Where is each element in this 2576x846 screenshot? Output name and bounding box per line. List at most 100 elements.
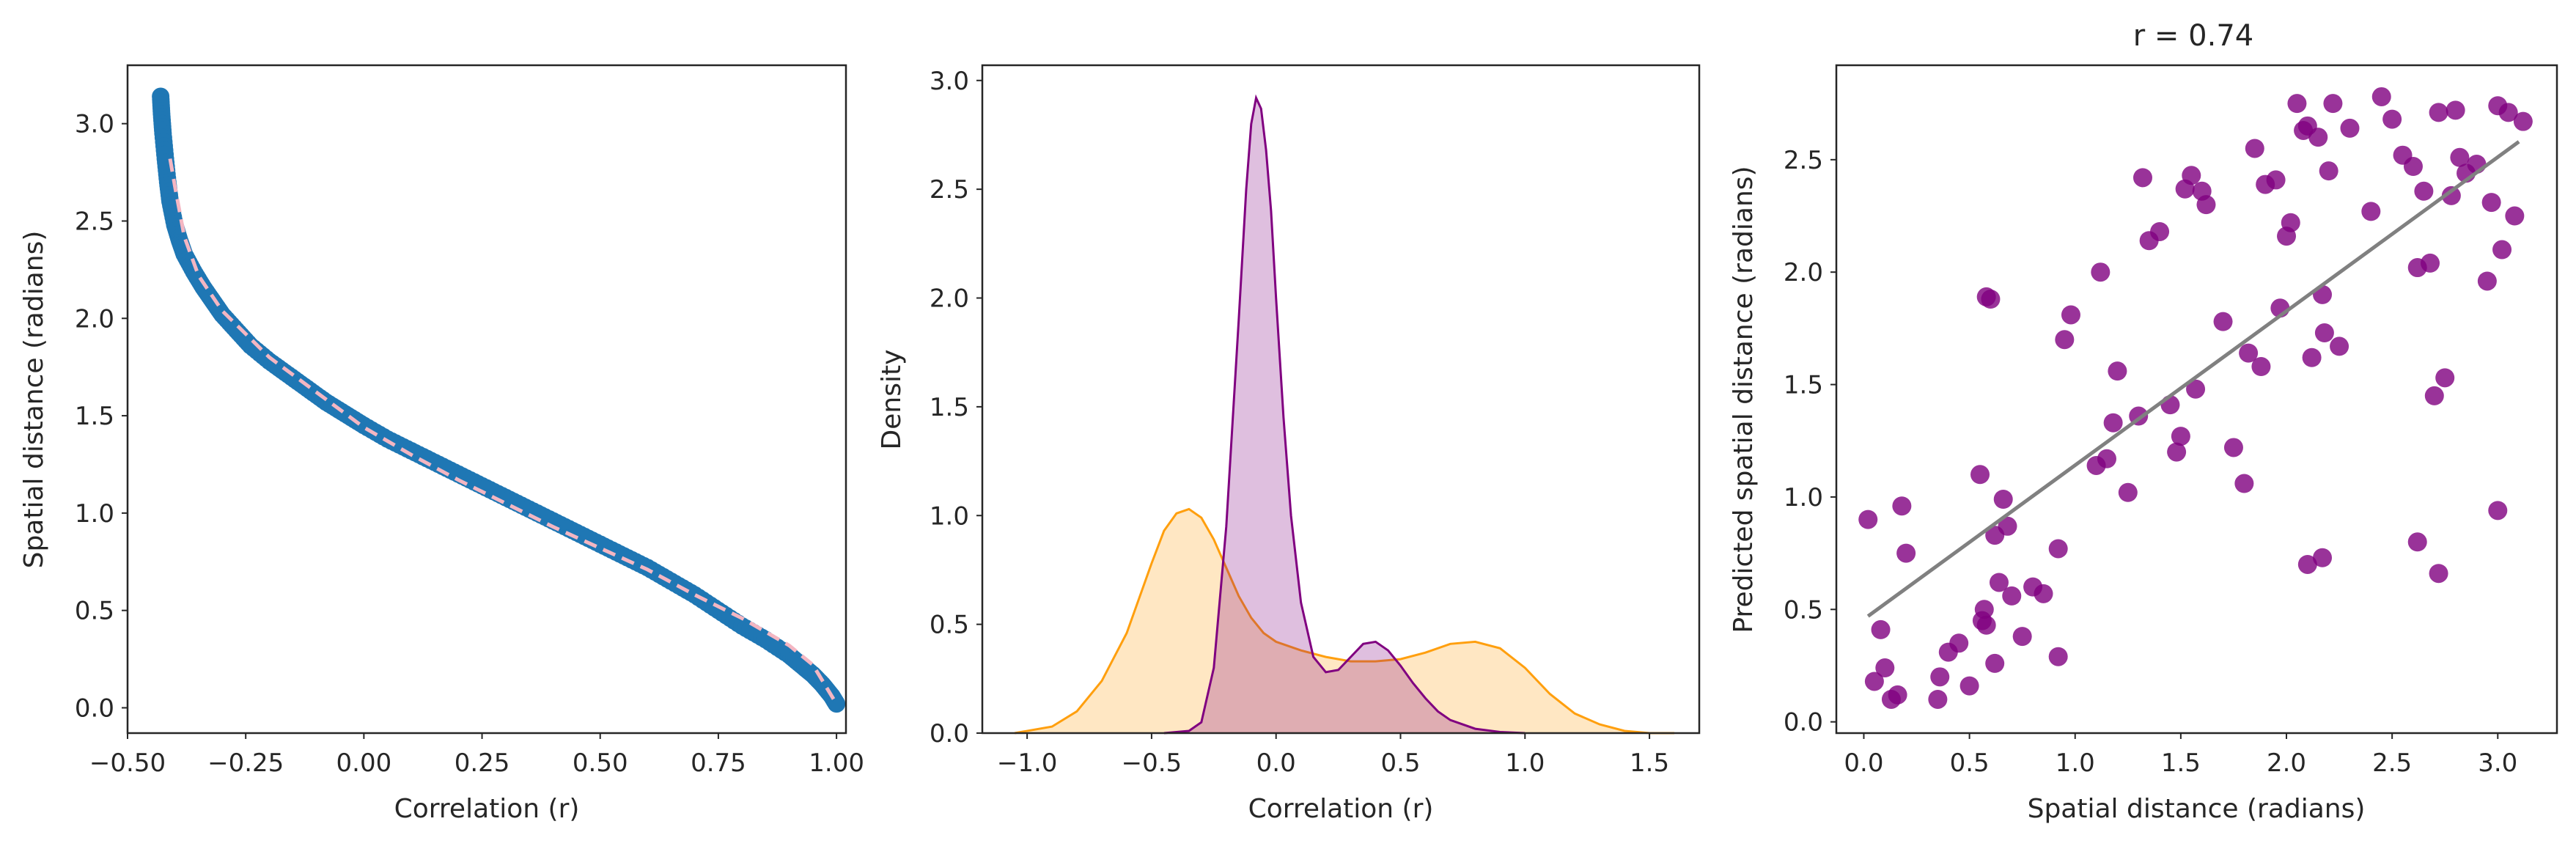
- data-point: [2118, 482, 2138, 502]
- data-point: [1892, 496, 1912, 516]
- y-tick-label: 1.5: [930, 393, 969, 422]
- data-point: [1970, 465, 1990, 485]
- data-point: [1930, 667, 1950, 687]
- data-point: [1976, 615, 1996, 635]
- x-tick-label: 2.5: [2372, 748, 2412, 778]
- data-point: [2091, 262, 2111, 282]
- data-point: [2266, 170, 2286, 190]
- y-tick-label: 2.0: [1784, 258, 1823, 287]
- panel-2-marks: [1014, 94, 1674, 735]
- y-tick-label: 0.0: [930, 719, 969, 748]
- x-tick-label: 1.5: [1630, 748, 1669, 778]
- data-point: [2505, 206, 2525, 226]
- x-tick-label: 0.00: [336, 748, 392, 778]
- data-point: [2061, 305, 2080, 325]
- data-point: [1949, 633, 1969, 653]
- data-point: [2403, 157, 2423, 177]
- x-tick-label: 1.0: [2056, 748, 2095, 778]
- x-tick-label: 0.5: [1380, 748, 1420, 778]
- data-point: [828, 695, 846, 713]
- y-tick-label: 0.0: [1784, 708, 1823, 738]
- data-point: [2513, 111, 2533, 131]
- y-tick-label: 1.0: [1784, 483, 1823, 512]
- orange-density-fill: [1015, 509, 1674, 733]
- data-point: [2424, 386, 2444, 405]
- panel-1-ticks: −0.50 −0.25 0.00 0.25 0.50 0.75 1.00 0.0 0.5 1.0 1…: [75, 110, 864, 778]
- data-point: [2498, 103, 2518, 122]
- data-point: [2450, 147, 2470, 167]
- x-tick-label: −1.0: [997, 748, 1058, 778]
- y-tick-label: 0.5: [1784, 595, 1823, 625]
- panel-1-marks: [152, 87, 846, 713]
- panel-2-y-label: Density: [877, 350, 907, 450]
- y-tick-label: 0.5: [75, 597, 114, 626]
- data-point: [2012, 627, 2032, 647]
- x-tick-label: 0.50: [573, 748, 628, 778]
- data-point: [2251, 357, 2271, 377]
- y-tick-label: 2.0: [75, 304, 114, 334]
- y-tick-label: 2.0: [930, 284, 969, 314]
- x-tick-label: 1.00: [809, 748, 864, 778]
- panel-2-ticks: −1.0 −0.5 0.0 0.5 1.0 1.5 0.0 0.5 1.0 1.5 2.0 2.5 3.…: [930, 67, 1669, 778]
- data-point: [2002, 586, 2022, 606]
- x-tick-label: 1.5: [2161, 748, 2201, 778]
- data-point: [2382, 109, 2402, 129]
- data-point: [2308, 128, 2328, 147]
- data-point: [2477, 271, 2497, 291]
- y-tick-label: 1.0: [930, 501, 969, 531]
- data-point: [2281, 213, 2300, 232]
- data-point: [2421, 253, 2440, 273]
- data-point: [2055, 330, 2075, 350]
- panel-3-x-label: Spatial distance (radians): [2028, 794, 2366, 824]
- data-point: [2213, 312, 2233, 331]
- data-point: [1998, 516, 2017, 536]
- panel-3: r = 0.74 0.0 0.5 1.0 1.5 2.0 2.5 3.0 0.0 0.5 1.0 1…: [1729, 19, 2558, 824]
- panel-1: −0.50 −0.25 0.00 0.25 0.50 0.75 1.00 0.0 0.5 1.0 1…: [19, 64, 864, 824]
- data-point: [2182, 166, 2201, 185]
- data-point: [1864, 672, 1884, 691]
- data-point: [2319, 161, 2338, 181]
- x-tick-label: 0.0: [1256, 748, 1296, 778]
- data-point: [2108, 361, 2127, 381]
- data-point: [2488, 501, 2508, 521]
- data-point: [2407, 532, 2427, 552]
- panel-3-ticks: 0.0 0.5 1.0 1.5 2.0 2.5 3.0 0.0 0.5 1.0 1.5 2.0 2.5: [1784, 146, 2517, 778]
- data-point: [2239, 343, 2259, 363]
- panel-1-y-label: Spatial distance (radians): [19, 231, 49, 569]
- data-point: [2302, 347, 2322, 367]
- y-tick-label: 0.5: [930, 611, 969, 640]
- panel-3-y-label: Predicted spatial distance (radians): [1729, 166, 1759, 633]
- data-point: [1928, 689, 1948, 709]
- data-point: [1974, 600, 1994, 619]
- x-tick-label: 0.25: [455, 748, 510, 778]
- data-point: [1976, 287, 1996, 306]
- panel-2-x-label: Correlation (r): [1248, 794, 1434, 824]
- y-tick-label: 1.5: [75, 402, 114, 431]
- data-point: [2492, 240, 2512, 260]
- x-tick-label: 0.0: [1844, 748, 1883, 778]
- purple-density-line: [1163, 94, 1526, 735]
- x-tick-label: −0.25: [207, 748, 284, 778]
- regression-line: [1866, 140, 2520, 618]
- panel-3-marks: [1858, 87, 2533, 709]
- x-tick-label: 3.0: [2478, 748, 2517, 778]
- data-point: [1985, 653, 2005, 673]
- data-point: [2371, 87, 2391, 106]
- orange-density-line: [1014, 507, 1674, 735]
- y-tick-label: 1.5: [1784, 371, 1823, 400]
- x-tick-label: 2.0: [2267, 748, 2306, 778]
- x-tick-label: −0.50: [89, 748, 166, 778]
- purple-density-fill: [1163, 98, 1526, 733]
- panel-3-frame: [1835, 64, 2558, 735]
- data-point: [2132, 168, 2152, 188]
- x-tick-label: 1.0: [1505, 748, 1545, 778]
- x-tick-label: 0.5: [1950, 748, 1990, 778]
- data-point: [2314, 323, 2334, 343]
- y-tick-label: 3.0: [930, 67, 969, 96]
- data-point: [2441, 185, 2461, 205]
- panel-1-x-label: Correlation (r): [394, 794, 580, 824]
- data-point: [2097, 449, 2116, 468]
- data-point: [2435, 368, 2455, 388]
- panel-2: −1.0 −0.5 0.0 0.5 1.0 1.5 0.0 0.5 1.0 1.5 2.0 2.5 3.…: [877, 64, 1701, 824]
